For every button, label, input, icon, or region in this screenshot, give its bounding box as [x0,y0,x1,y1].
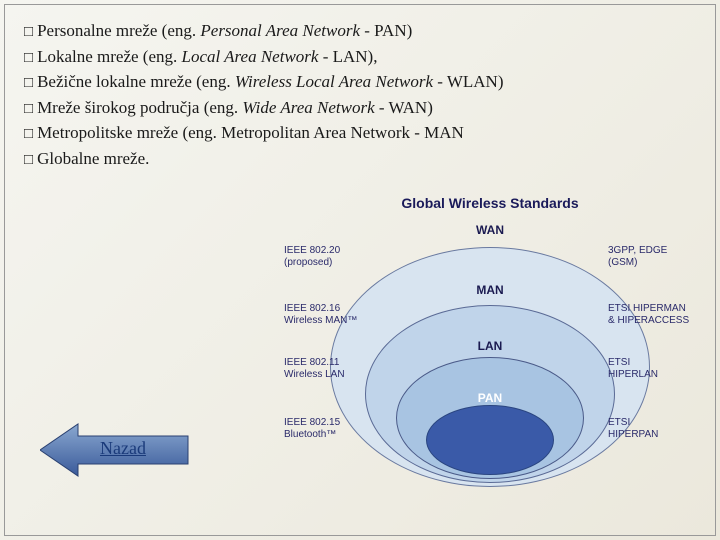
ellipse-label-lan: LAN [478,339,503,353]
wireless-standards-diagram: Global Wireless Standards WANMANLANPANIE… [290,195,690,495]
text-italic: Wireless Local Area Network [235,72,433,91]
back-button[interactable]: Nazad [40,420,190,480]
text-italic: Local Area Network [182,47,319,66]
list-item: □ Personalne mreže (eng. Personal Area N… [24,18,696,44]
list-item: □ Globalne mreže. [24,146,696,172]
text-suffix: - WAN) [375,98,433,117]
bullet-icon: □ [24,47,33,70]
bullet-text: Metropolitske mreže (eng. Metropolitan A… [37,120,464,146]
text-prefix: Personalne mreže (eng. [37,21,200,40]
bullet-list: □ Personalne mreže (eng. Personal Area N… [24,18,696,171]
text-prefix: Metropolitske mreže (eng. Metropolitan A… [37,123,464,142]
standard-label-left: IEEE 802.11Wireless LAN [284,357,374,380]
standard-label-right: 3GPP, EDGE(GSM) [608,245,698,268]
list-item: □ Bežične lokalne mreže (eng. Wireless L… [24,69,696,95]
list-item: □ Lokalne mreže (eng. Local Area Network… [24,44,696,70]
ellipse-label-man: MAN [476,283,503,297]
standard-label-right: ETSIHIPERLAN [608,357,698,380]
standard-label-right: ETSI HIPERMAN& HIPERACCESS [608,303,698,326]
back-link-label[interactable]: Nazad [100,438,146,459]
bullet-text: Globalne mreže. [37,146,149,172]
bullet-text: Personalne mreže (eng. Personal Area Net… [37,18,412,44]
bullet-icon: □ [24,123,33,146]
bullet-icon: □ [24,21,33,44]
standard-label-right: ETSIHIPERPAN [608,417,698,440]
standard-label-left: IEEE 802.16Wireless MAN™ [284,303,374,326]
bullet-text: Lokalne mreže (eng. Local Area Network -… [37,44,377,70]
text-prefix: Lokalne mreže (eng. [37,47,181,66]
ellipse-pan [426,405,554,475]
text-italic: Wide Area Network [242,98,374,117]
bullet-icon: □ [24,98,33,121]
text-prefix: Mreže širokog područja (eng. [37,98,242,117]
diagram-title: Global Wireless Standards [290,195,690,211]
ellipse-label-wan: WAN [476,223,504,237]
text-prefix: Globalne mreže. [37,149,149,168]
bullet-icon: □ [24,72,33,95]
bullet-icon: □ [24,149,33,172]
bullet-text: Bežične lokalne mreže (eng. Wireless Loc… [37,69,503,95]
standard-label-left: IEEE 802.20(proposed) [284,245,374,268]
text-prefix: Bežične lokalne mreže (eng. [37,72,235,91]
text-suffix: - WLAN) [433,72,504,91]
slide-content: □ Personalne mreže (eng. Personal Area N… [0,0,720,540]
list-item: □ Mreže širokog područja (eng. Wide Area… [24,95,696,121]
text-italic: Personal Area Network [200,21,360,40]
ellipse-label-pan: PAN [478,391,502,405]
standard-label-left: IEEE 802.15Bluetooth™ [284,417,374,440]
text-suffix: - LAN), [318,47,377,66]
text-suffix: - PAN) [360,21,412,40]
list-item: □ Metropolitske mreže (eng. Metropolitan… [24,120,696,146]
bullet-text: Mreže širokog područja (eng. Wide Area N… [37,95,433,121]
ellipse-container: WANMANLANPANIEEE 802.20(proposed)IEEE 80… [290,217,690,487]
